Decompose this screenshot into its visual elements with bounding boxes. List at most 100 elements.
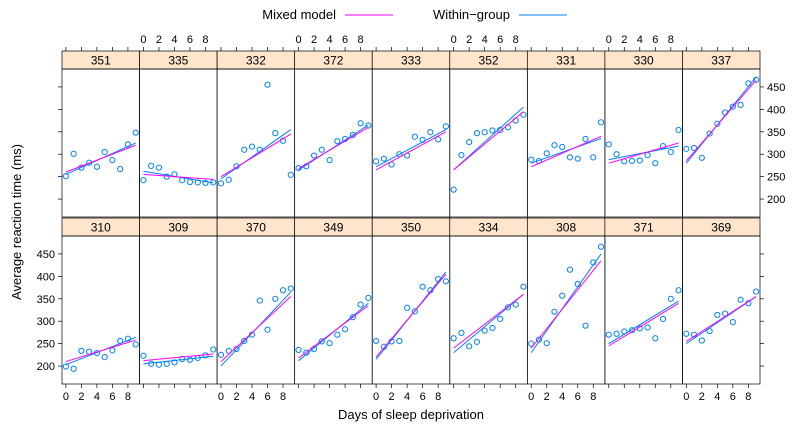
point-351-day4 (93, 163, 101, 170)
x-tick-label: 4 (482, 34, 488, 46)
point-370-day8 (279, 287, 287, 294)
panel-335: 335 0 2 4 6 8 (139, 34, 218, 218)
point-309-day3 (163, 360, 170, 367)
panel-frame-351 (61, 68, 140, 218)
mixed-model-line-330 (608, 142, 679, 164)
y-tick-label: 250 (37, 339, 55, 351)
point-331-day0 (528, 156, 535, 163)
x-tick-label: 0 (373, 391, 379, 403)
within-group-line-308 (530, 253, 602, 353)
point-334-day8 (512, 301, 519, 308)
point-330-day4 (636, 157, 643, 164)
x-tick-label: 4 (327, 34, 333, 46)
point-335-day1 (148, 162, 155, 169)
point-372-day2 (310, 152, 318, 159)
x-tick-label: 8 (358, 34, 364, 46)
mixed-model-line-349 (298, 305, 369, 359)
y-tick-label: 250 (767, 172, 785, 184)
point-337-day7 (737, 101, 744, 108)
panel-309: 309 (139, 217, 218, 388)
legend: Mixed model Within−group (262, 7, 567, 22)
point-371-day8 (667, 295, 674, 302)
point-333-day1 (380, 155, 387, 162)
point-349-day7 (349, 314, 356, 321)
strip-label-332: 332 (246, 54, 266, 68)
mixed-model-line-352 (453, 111, 524, 171)
point-308-day7 (582, 322, 589, 329)
mixed-model-line-309 (143, 353, 214, 362)
panel-frame-335 (139, 68, 218, 218)
panel-frame-372 (294, 68, 373, 218)
point-330-day5 (644, 152, 651, 159)
point-370-day3 (241, 337, 248, 345)
point-308-day2 (543, 340, 550, 347)
mixed-model-line-337 (685, 79, 757, 162)
mixed-model-line-350 (375, 273, 447, 358)
point-372-day8 (357, 120, 364, 127)
point-337-day4 (714, 120, 721, 127)
x-tick-label: 6 (652, 34, 658, 46)
strip-label-310: 310 (91, 221, 111, 235)
y-tick-label: 200 (767, 194, 785, 206)
panel-frame-350 (371, 235, 451, 385)
x-tick-label: 4 (171, 34, 177, 46)
panel-330: 330 0 2 4 6 8 (604, 34, 683, 218)
x-tick-label: 4 (714, 391, 720, 403)
x-tick-label: 2 (156, 34, 162, 46)
point-352-day5 (489, 127, 496, 134)
point-332-day7 (272, 130, 279, 137)
y-tick-label: 400 (767, 104, 785, 116)
y-tick-label: 300 (767, 149, 785, 161)
point-370-day7 (272, 295, 279, 302)
strip-label-350: 350 (401, 221, 421, 235)
point-337-day0 (683, 145, 690, 152)
point-334-day3 (473, 338, 481, 345)
mixed-model-line-372 (298, 126, 369, 169)
within-group-line-334 (453, 293, 524, 353)
strip-label-349: 349 (323, 221, 343, 235)
point-330-day6 (652, 160, 659, 167)
strip-label-372: 372 (323, 54, 343, 68)
point-370-day0 (217, 351, 225, 358)
strip-label-330: 330 (634, 54, 654, 68)
point-331-day9 (597, 119, 605, 126)
point-333-day7 (427, 129, 434, 136)
point-350-day6 (419, 283, 426, 290)
x-tick-label: 8 (745, 391, 751, 403)
point-309-day9 (210, 346, 217, 353)
point-370-day1 (225, 347, 232, 354)
mixed-model-line-308 (530, 260, 602, 349)
point-331-day2 (543, 150, 550, 157)
x-tick-label: 6 (187, 34, 193, 46)
x-tick-label: 0 (295, 34, 301, 46)
point-334-day9 (520, 283, 527, 290)
point-332-day1 (225, 176, 232, 183)
point-349-day3 (318, 338, 325, 345)
x-tick-label: 8 (202, 34, 208, 46)
point-351-day1 (70, 150, 77, 157)
point-310-day6 (109, 347, 116, 354)
panel-372: 372 0 2 4 6 8 (294, 34, 373, 218)
point-371-day7 (659, 315, 667, 323)
x-tick-label: 2 (389, 391, 395, 403)
x-tick-label: 4 (94, 391, 100, 403)
point-349-day6 (341, 326, 349, 333)
point-309-day6 (186, 356, 194, 363)
point-369-day9 (753, 288, 760, 295)
panel-352: 352 0 2 4 6 8 (449, 34, 528, 218)
y-tick-label: 300 (37, 316, 55, 328)
point-310-day1 (70, 365, 77, 372)
point-371-day9 (675, 287, 682, 294)
x-tick-label: 8 (513, 34, 519, 46)
strip-label-352: 352 (479, 54, 499, 68)
point-335-day8 (202, 179, 209, 187)
mixed-model-line-369 (686, 296, 757, 342)
panel-334: 334 (449, 217, 528, 388)
y-tick-label: 450 (767, 82, 785, 94)
point-308-day5 (566, 266, 574, 273)
panel-331: 331 (526, 47, 606, 218)
point-332-day3 (241, 146, 248, 153)
point-330-day8 (667, 148, 674, 156)
point-331-day4 (559, 143, 566, 151)
x-tick-label: 0 (606, 34, 612, 46)
